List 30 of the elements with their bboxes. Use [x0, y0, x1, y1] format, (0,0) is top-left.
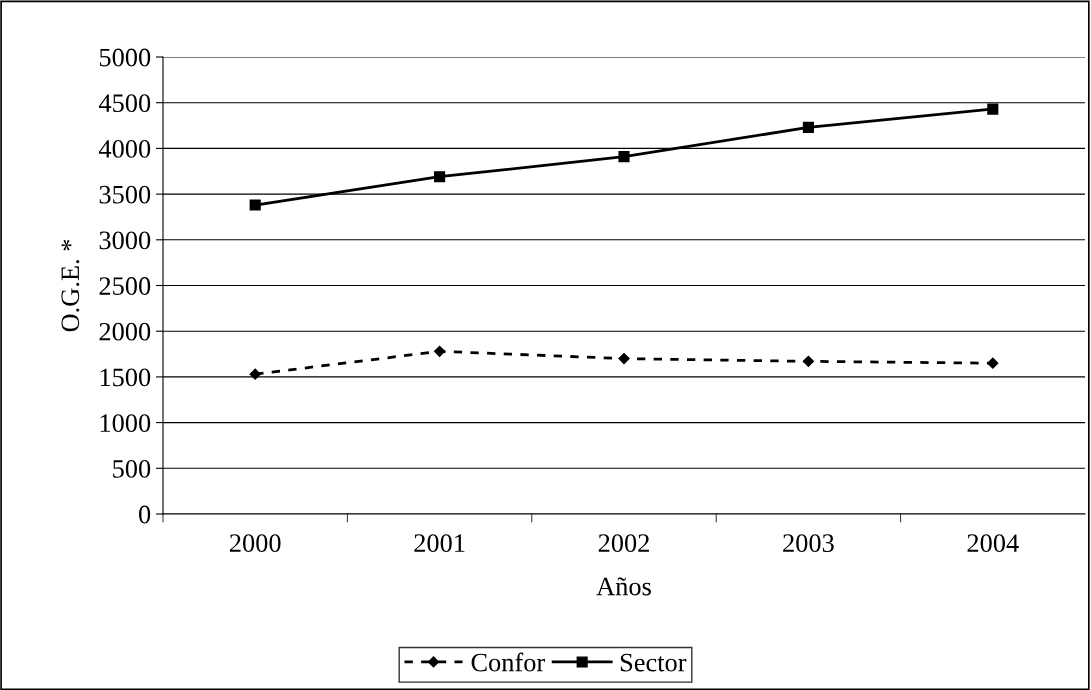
y-tick-label: 500: [113, 459, 151, 478]
legend-label: Sector: [620, 653, 687, 672]
x-tick-label: 2001: [414, 534, 465, 553]
point: [618, 151, 630, 163]
x-tick-label: 2002: [598, 534, 649, 553]
x-tick-label: 2004: [967, 534, 1019, 553]
y-tick-label: 4500: [98, 94, 151, 113]
legend-label: Confor: [471, 652, 545, 672]
y-tick-label: 1000: [100, 414, 151, 433]
point: [802, 355, 815, 367]
y-tick-label: 2500: [99, 277, 151, 295]
y-tick-label: 3500: [99, 185, 151, 204]
point: [802, 121, 814, 133]
y-axis-title: O.G.E. *: [61, 239, 80, 332]
point: [618, 353, 630, 365]
y-tick-label: 0: [139, 505, 151, 524]
point: [433, 345, 446, 357]
x-tick-label: 2000: [229, 534, 281, 553]
y-tick-label: 1500: [100, 368, 151, 387]
x-axis-title: Años: [596, 577, 651, 596]
point: [987, 357, 999, 369]
point: [434, 171, 446, 183]
x-tick-label: 2003: [783, 534, 834, 553]
y-tick-label: 2000: [99, 322, 151, 341]
point: [987, 103, 999, 115]
y-tick-label: 5000: [99, 48, 151, 67]
y-tick-label: 3000: [99, 231, 151, 250]
point: [249, 199, 261, 211]
y-tick-label: 4000: [98, 140, 151, 158]
point: [249, 368, 261, 380]
